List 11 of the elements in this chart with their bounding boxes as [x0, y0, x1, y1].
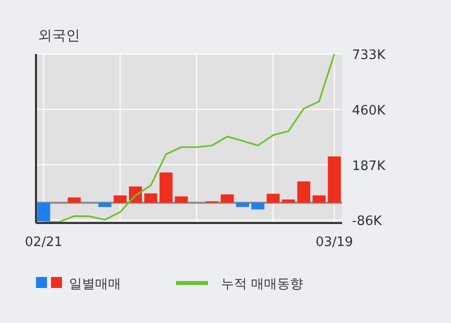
legend-item: 일별매매 [36, 277, 121, 292]
ytick: 733K [352, 48, 386, 63]
legend-label: 누적 매매동향 [221, 277, 304, 292]
ytick: 187K [352, 158, 386, 174]
legend-label: 일별매매 [69, 277, 121, 292]
xtick: 03/19 [316, 235, 354, 250]
ytick: 460K [352, 103, 386, 118]
xtick: 02/21 [24, 235, 62, 250]
legend-item: 누적 매매동향 [176, 277, 304, 292]
title: 외국인 [38, 28, 80, 44]
ytick: -86K [352, 214, 382, 230]
